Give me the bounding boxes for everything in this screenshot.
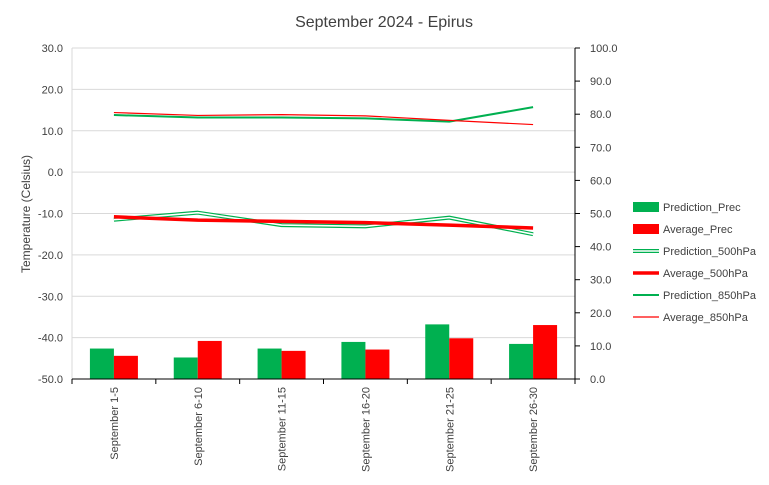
legend-item: Prediction_500hPa (633, 246, 757, 258)
lines (113, 106, 534, 237)
chart-title: September 2024 - Epirus (295, 14, 473, 31)
x-tick-label: September 6-10 (193, 387, 205, 466)
y-tick-label: -40.0 (38, 333, 63, 345)
bars (89, 324, 558, 379)
legend-swatch (633, 224, 659, 234)
line-average-850hpa (113, 111, 534, 126)
bar-average-prec (365, 349, 390, 379)
legend-label: Prediction_Prec (663, 202, 741, 214)
line-prediction-500hpa-inner (113, 211, 534, 235)
y-tick-label: -10.0 (38, 209, 63, 221)
bar-average-prec (449, 338, 474, 379)
bar-average-prec (113, 355, 138, 379)
y2-tick-label: 20.0 (590, 308, 611, 320)
gridlines (72, 47, 575, 339)
y-tick-label: -30.0 (38, 291, 63, 303)
bar-prediction-prec (173, 357, 198, 379)
bar-prediction-prec (341, 341, 366, 379)
bar-prediction-prec (89, 348, 114, 379)
legend-item: Average_500hPa (633, 268, 749, 280)
bar-prediction-prec (425, 324, 450, 379)
y2-tick-label: 70.0 (590, 142, 611, 154)
bar-prediction-prec (257, 348, 282, 379)
bar-average-prec (533, 325, 558, 379)
bar-prediction-prec (509, 343, 534, 379)
y2-tick-label: 100.0 (590, 43, 618, 55)
legend-item: Prediction_850hPa (633, 290, 757, 302)
legend-swatch (633, 202, 659, 212)
y2-tick-label: 10.0 (590, 341, 611, 353)
y-tick-label: 0.0 (48, 167, 63, 179)
x-tick-label: September 21-25 (444, 387, 456, 472)
bar-average-prec (197, 340, 222, 379)
y2-tick-label: 50.0 (590, 209, 611, 221)
legend-label: Prediction_850hPa (663, 290, 757, 302)
legend-item: Average_850hPa (633, 312, 749, 324)
y-tick-label: 10.0 (42, 126, 63, 138)
y2-tick-label: 30.0 (590, 275, 611, 287)
tick-labels: -50.0 -40.0 -30.0 -20.0 -10.0 0.0 10.0 20.0 30.0… (38, 43, 618, 472)
legend: Prediction_Prec Average_Prec Prediction_50… (633, 202, 757, 324)
legend-label: Average_Prec (663, 224, 733, 236)
y-tick-label: -50.0 (38, 374, 63, 386)
y-axis-label: Temperature (Celsius) (19, 155, 33, 273)
y-tick-label: 30.0 (42, 43, 63, 55)
y2-tick-label: 80.0 (590, 109, 611, 121)
axes (71, 47, 580, 384)
legend-label: Prediction_500hPa (663, 246, 757, 258)
y2-tick-label: 0.0 (590, 374, 605, 386)
x-tick-label: September 1-5 (109, 387, 121, 460)
legend-item: Prediction_Prec (633, 202, 741, 214)
y2-tick-label: 90.0 (590, 76, 611, 88)
y-tick-label: 20.0 (42, 84, 63, 96)
x-tick-label: September 11-15 (277, 387, 289, 471)
bar-average-prec (281, 350, 306, 379)
legend-label: Average_850hPa (663, 312, 749, 324)
line-average-500hpa (113, 215, 534, 230)
y-tick-label: -20.0 (38, 250, 63, 262)
x-tick-label: September 26-30 (528, 387, 540, 472)
legend-label: Average_500hPa (663, 268, 749, 280)
y2-tick-label: 40.0 (590, 242, 611, 254)
line-prediction-850hpa (113, 106, 534, 123)
y2-tick-label: 60.0 (590, 175, 611, 187)
legend-item: Average_Prec (633, 224, 733, 236)
x-tick-label: September 16-20 (360, 387, 372, 472)
